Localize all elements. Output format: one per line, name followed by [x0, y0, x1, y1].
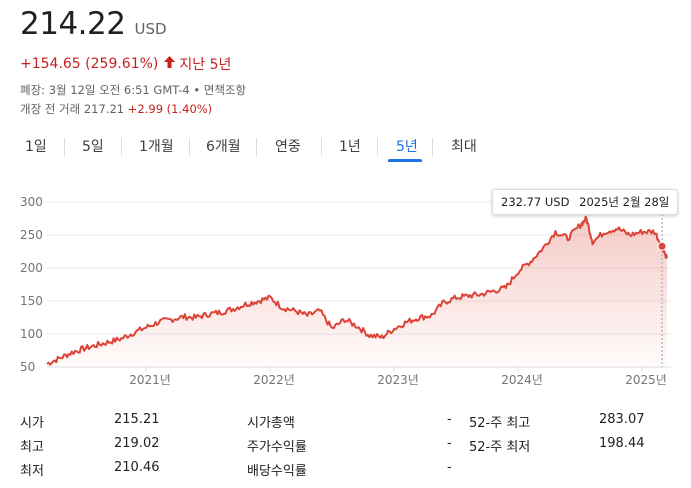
price-header: 214.22 USD	[20, 6, 167, 42]
arrow-up-icon	[164, 56, 176, 72]
x-tick-label: 2025년	[625, 373, 667, 387]
stat-open: 시가 215.21	[20, 412, 160, 431]
tooltip-date: 2025년 2월 28일	[579, 195, 670, 209]
stat-value: -	[447, 436, 452, 451]
stat-52w-high: 52-주 최고 283.07	[469, 412, 645, 431]
x-tick-label: 2021년	[129, 373, 171, 387]
close-info-text: 폐장: 3월 12일 오전 6:51 GMT-4 • 면책조항	[20, 83, 247, 97]
stat-52w-low: 52-주 최저 198.44	[469, 436, 645, 455]
x-tick-label: 2023년	[377, 373, 419, 387]
stat-label: 52-주 최저	[469, 440, 531, 455]
current-price: 214.22	[20, 6, 126, 42]
y-tick-label: 250	[20, 228, 43, 242]
chart-tooltip: 232.77 USD 2025년 2월 28일	[492, 189, 679, 215]
stat-label: 주가수익률	[247, 440, 307, 455]
stat-dividend-yield: 배당수익률 -	[247, 460, 452, 479]
stat-label: 최저	[20, 464, 44, 479]
close-info: 폐장: 3월 12일 오전 6:51 GMT-4 • 면책조항	[20, 82, 246, 98]
tab-divider	[321, 138, 322, 156]
y-tick-label: 150	[20, 294, 43, 308]
stat-high: 최고 219.02	[20, 436, 160, 455]
tooltip-price: 232.77 USD	[501, 195, 570, 209]
stat-value: 198.44	[599, 436, 645, 451]
price-chart[interactable]: 300 250 200 150 100 50 2021년 2022년 2023년 2024년 202…	[0, 185, 691, 395]
hover-point	[657, 241, 667, 251]
tab-1y[interactable]: 1년	[339, 139, 361, 155]
series-area	[47, 216, 667, 367]
tab-1d[interactable]: 1일	[25, 139, 47, 155]
stat-label: 52-주 최고	[469, 416, 531, 431]
stat-value: 210.46	[114, 460, 160, 475]
tab-max[interactable]: 최대	[451, 139, 477, 155]
y-tick-label: 200	[20, 261, 43, 275]
premarket-change: +2.99 (1.40%)	[127, 102, 213, 116]
tab-divider	[256, 138, 257, 156]
stat-market-cap: 시가총액 -	[247, 412, 452, 431]
stat-label: 시가	[20, 416, 44, 431]
tab-divider	[121, 138, 122, 156]
change-period: 지난 5년	[179, 57, 232, 73]
tab-divider	[377, 138, 378, 156]
change-value: +154.65 (259.61%)	[20, 56, 159, 72]
stat-low: 최저 210.46	[20, 460, 160, 479]
tab-divider	[189, 138, 190, 156]
y-tick-label: 50	[20, 360, 35, 374]
tab-divider	[432, 138, 433, 156]
stat-label: 배당수익률	[247, 464, 307, 479]
tab-5d[interactable]: 5일	[82, 139, 104, 155]
y-tick-label: 300	[20, 195, 43, 209]
currency-label: USD	[134, 20, 167, 38]
tab-5y[interactable]: 5년	[396, 139, 418, 155]
stat-value: -	[447, 460, 452, 475]
stat-value: 215.21	[114, 412, 160, 427]
price-change: +154.65 (259.61%) 지난 5년	[20, 54, 231, 74]
premarket-info: 개장 전 거래 217.21 +2.99 (1.40%)	[20, 101, 212, 117]
x-tick-label: 2024년	[501, 373, 543, 387]
x-tick-label: 2022년	[253, 373, 295, 387]
tab-1m[interactable]: 1개월	[139, 139, 174, 155]
premarket-price: 개장 전 거래 217.21	[20, 102, 125, 116]
tab-ytd[interactable]: 연중	[275, 139, 301, 155]
range-tabs: 1일 5일 1개월 6개월 연중 1년 5년 최대	[0, 130, 691, 162]
y-tick-label: 100	[20, 327, 43, 341]
stat-label: 최고	[20, 440, 44, 455]
stat-value: -	[447, 412, 452, 427]
stat-value: 283.07	[599, 412, 645, 427]
stat-pe-ratio: 주가수익률 -	[247, 436, 452, 455]
active-tab-indicator	[388, 159, 422, 162]
tab-6m[interactable]: 6개월	[206, 139, 241, 155]
tab-divider	[64, 138, 65, 156]
stat-value: 219.02	[114, 436, 160, 451]
stat-label: 시가총액	[247, 416, 295, 431]
series-line	[46, 215, 668, 366]
